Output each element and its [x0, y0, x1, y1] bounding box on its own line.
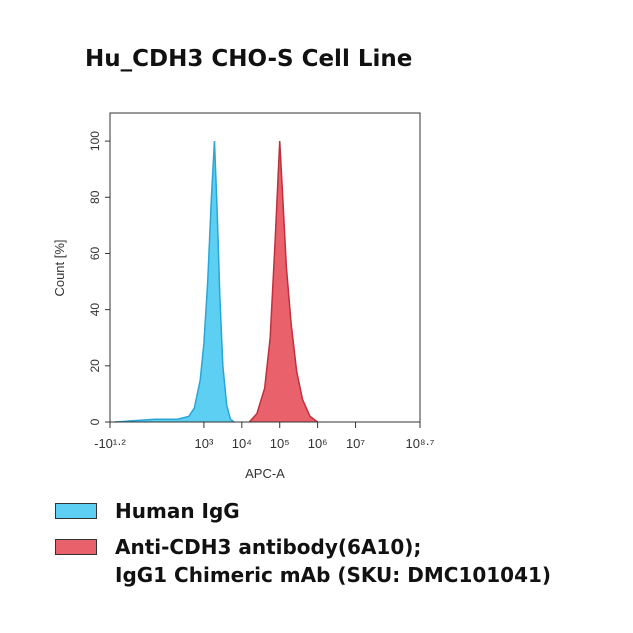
y-tick-label: 20	[88, 359, 102, 373]
y-tick-label: 60	[88, 246, 102, 260]
legend-entry: Human IgG	[55, 497, 240, 525]
legend-label: Human IgG	[115, 499, 240, 523]
x-tick-label: 10⁴	[232, 436, 252, 451]
histogram-line	[248, 141, 319, 423]
legend-swatch	[55, 503, 97, 519]
y-axis-label: Count [%]	[52, 239, 67, 296]
x-axis-label: APC-A	[245, 466, 285, 481]
x-tick-label: 10³	[195, 436, 214, 451]
histogram-area	[114, 141, 235, 422]
x-tick-label: 10⁸·⁷	[406, 436, 435, 451]
x-tick-label: -10¹·²	[94, 436, 126, 451]
y-tick-label: 40	[88, 303, 102, 317]
histogram-area	[249, 141, 318, 422]
legend-label: Anti-CDH3 antibody(6A10); IgG1 Chimeric …	[115, 535, 552, 587]
y-tick-label: 0	[88, 418, 102, 425]
chart-title: Hu_CDH3 CHO-S Cell Line	[85, 46, 412, 72]
x-tick-label: 10⁷	[346, 436, 365, 451]
y-tick-label: 80	[88, 190, 102, 204]
y-tick-label: 100	[88, 131, 102, 151]
plot-frame	[109, 112, 421, 423]
x-tick-label: 10⁶	[308, 436, 328, 451]
legend-entry: Anti-CDH3 antibody(6A10); IgG1 Chimeric …	[55, 533, 551, 589]
legend-swatch	[55, 539, 97, 555]
histogram-line	[114, 141, 235, 423]
x-tick-label: 10⁵	[270, 436, 290, 451]
